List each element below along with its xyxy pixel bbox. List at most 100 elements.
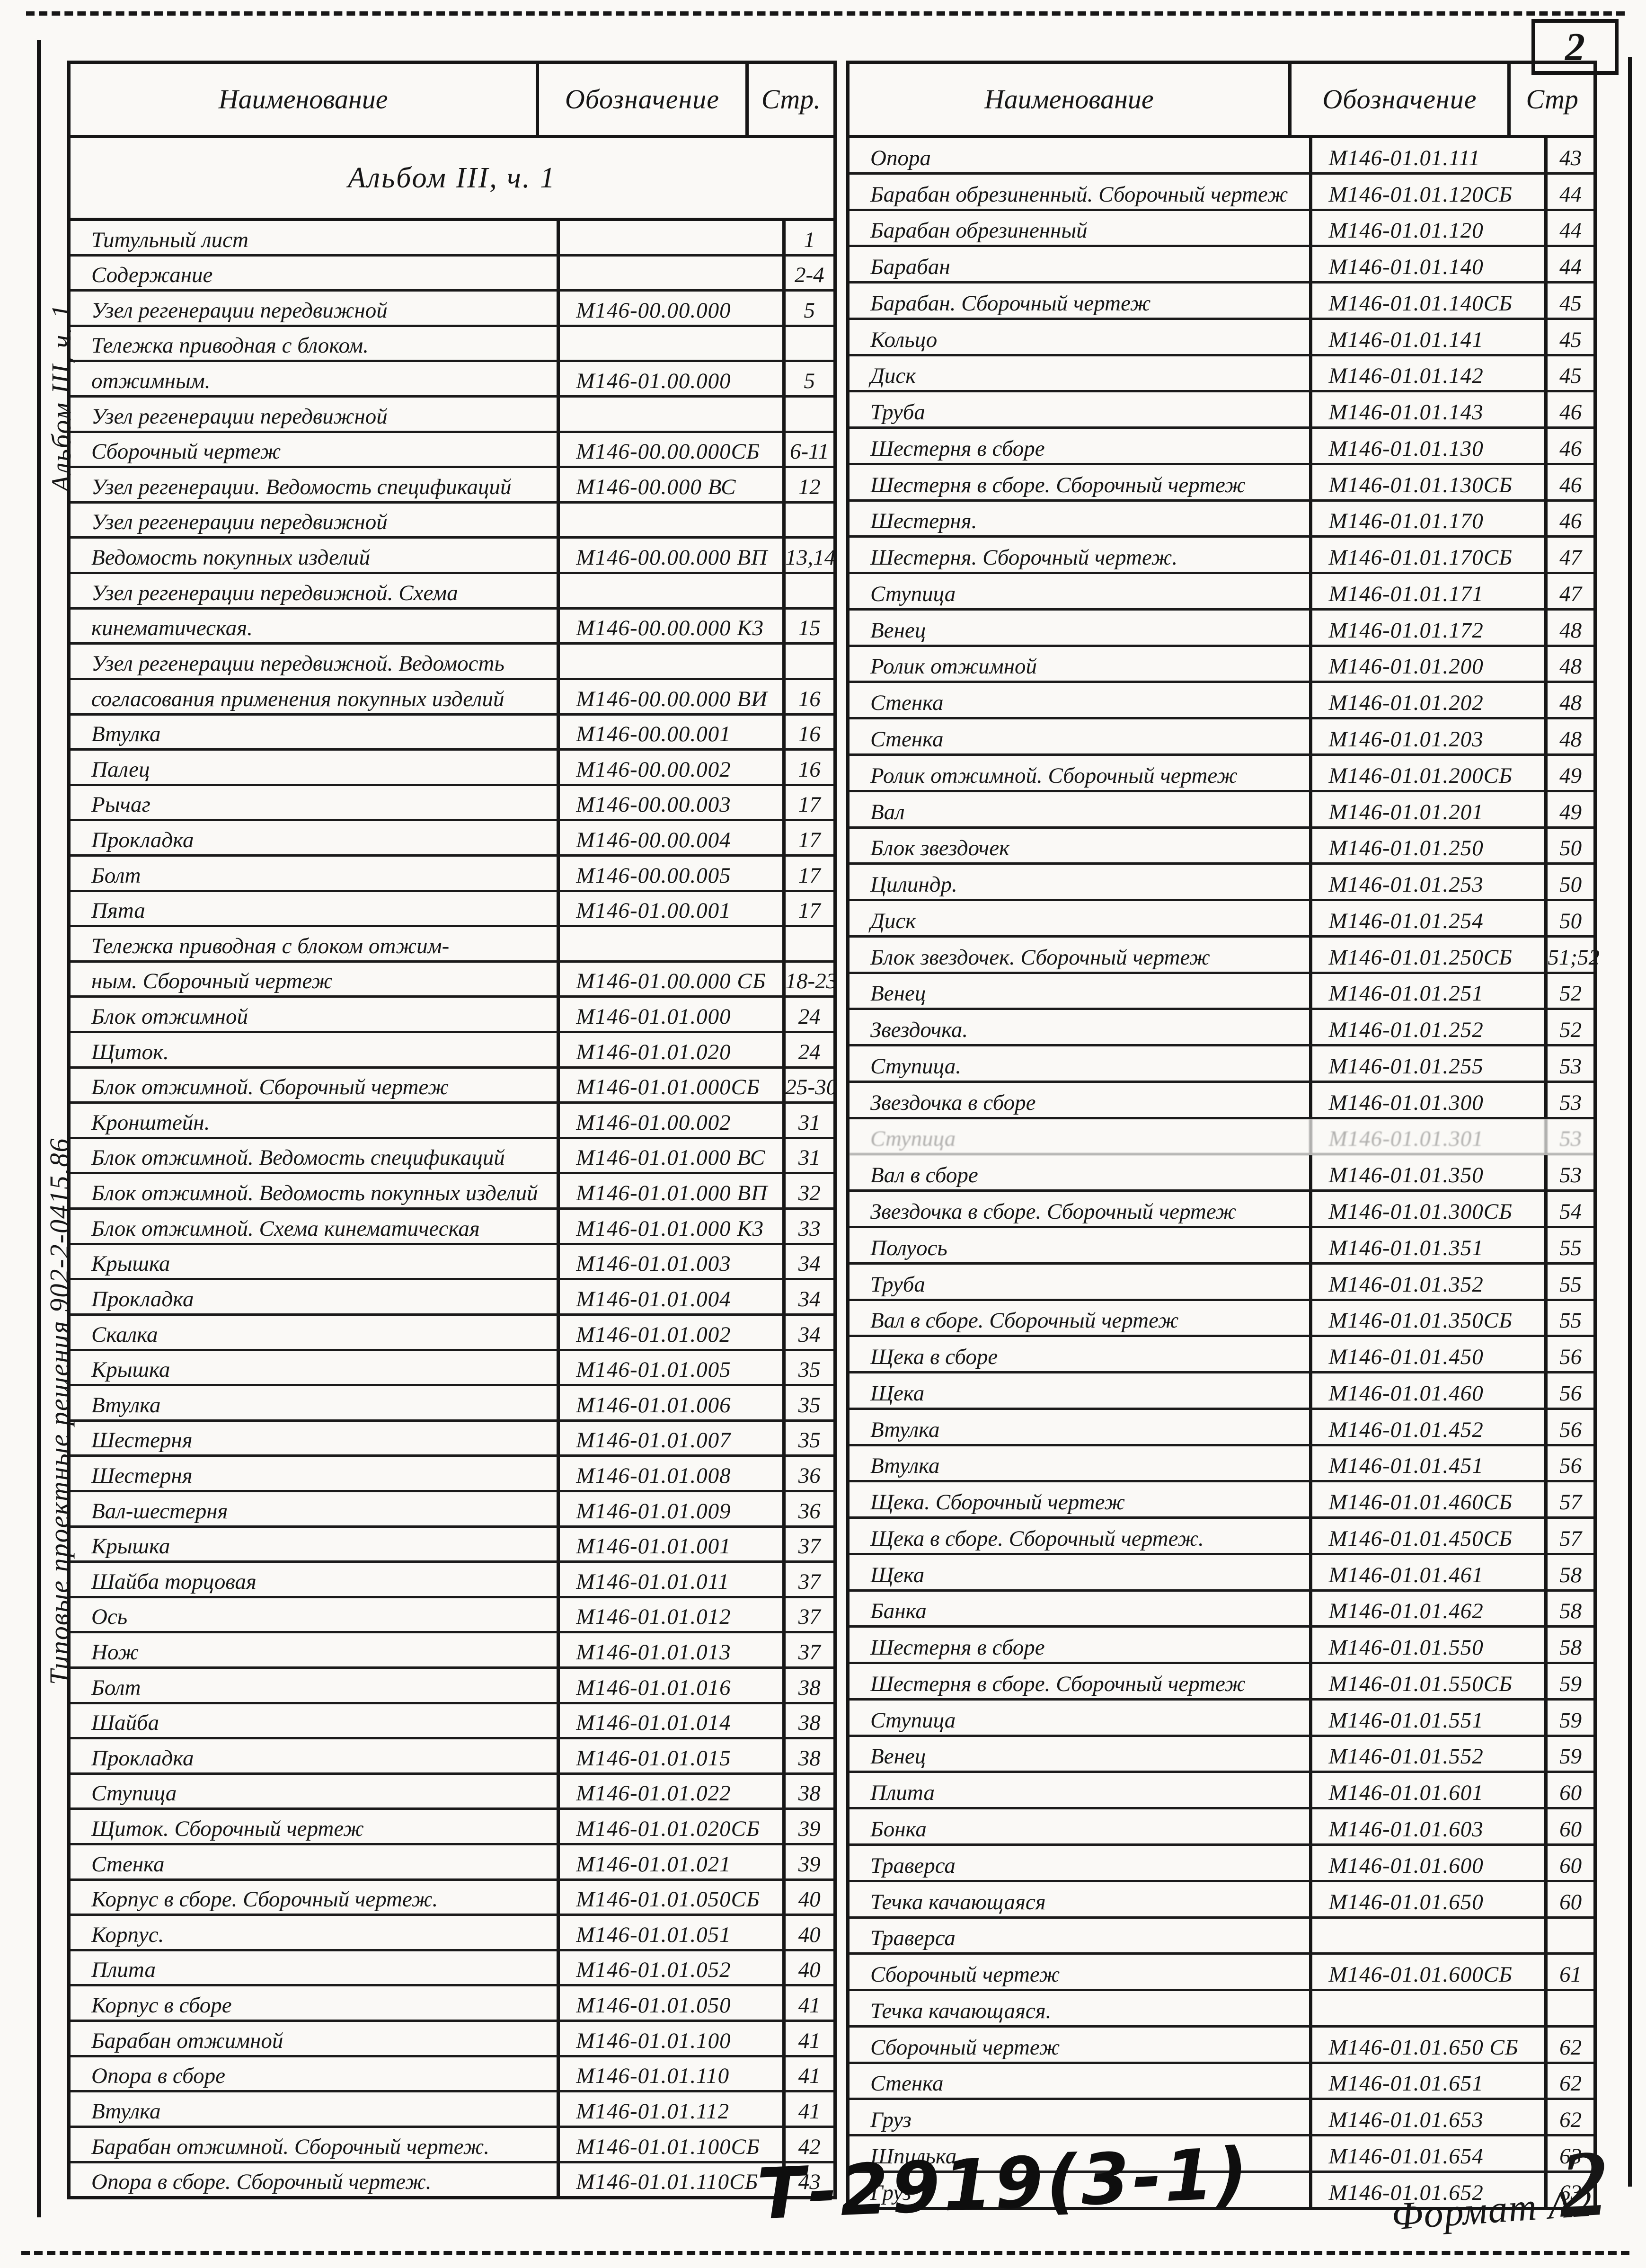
row-designation: М146-01.01.461 [1312, 1555, 1548, 1589]
row-designation: М146-00.000 ВС [560, 468, 786, 501]
table-row: Труба М146-01.01.143 46 [850, 392, 1593, 429]
table-row: Палец М146-00.00.002 16 [71, 751, 833, 786]
row-name: Диск [850, 901, 1313, 935]
row-designation: М146-01.01.009 [560, 1492, 786, 1525]
album-section-title: Альбом III, ч. 1 [71, 138, 833, 221]
table-row: Узел регенерации. Ведомость спецификаций… [71, 468, 833, 504]
row-name: Ведомость покупных изделий [71, 539, 560, 572]
row-page: 58 [1559, 1599, 1582, 1624]
row-page: 48 [1559, 654, 1582, 679]
row-page: 37 [798, 1639, 821, 1665]
row-name: кинематическая. [71, 609, 560, 643]
row-designation: М146-01.01.250СБ [1312, 937, 1548, 972]
row-name: Шестерня. [850, 501, 1313, 536]
table-row: Груз М146-01.01.653 62 [850, 2100, 1593, 2137]
row-page: 46 [1559, 472, 1582, 497]
table-row: Щека. Сборочный чертеж М146-01.01.460СБ … [850, 1482, 1593, 1519]
table-row: Барабан отжимной М146-01.01.100 41 [71, 2022, 833, 2057]
row-page: 49 [1559, 799, 1582, 824]
row-designation [560, 221, 786, 254]
table-row: Рычаг М146-00.00.003 17 [71, 786, 833, 822]
row-designation: М146-01.00.002 [560, 1104, 786, 1137]
table-row: Крышка М146-01.01.003 34 [71, 1245, 833, 1281]
row-designation [560, 645, 786, 678]
table-row: Вал-шестерня М146-01.01.009 36 [71, 1492, 833, 1528]
row-name: Звездочка в сборе. Сборочный чертеж [850, 1192, 1313, 1226]
row-designation [560, 503, 786, 537]
row-name: Ролик отжимной. Сборочный чертеж [850, 756, 1313, 790]
row-name: Шестерня в сборе [850, 1628, 1313, 1662]
row-page: 38 [798, 1781, 821, 1806]
row-designation: М146-01.01.350СБ [1312, 1301, 1548, 1335]
row-designation: М146-01.01.550СБ [1312, 1664, 1548, 1698]
table-header: Наименование Обозначение Стр. [71, 64, 833, 138]
column-header-page: Стр. [761, 84, 821, 115]
table-row: Узел регенерации передвижной. Схема [71, 574, 833, 610]
row-name: Вал в сборе [850, 1155, 1313, 1190]
row-designation: М146-01.01.110СБ [560, 2163, 786, 2197]
table-row: Прокладка М146-00.00.004 17 [71, 821, 833, 857]
row-page: 49 [1559, 763, 1582, 788]
row-designation: М146-01.01.007 [560, 1421, 786, 1455]
row-page: 53 [1559, 1090, 1582, 1115]
right-frame-line [1628, 57, 1632, 2187]
row-designation: М146-01.01.202 [1312, 683, 1548, 718]
row-page: 53 [1559, 1054, 1582, 1079]
table-row: Шестерня в сборе М146-01.01.550 58 [850, 1628, 1593, 1665]
row-page: 17 [798, 898, 821, 923]
row-page: 36 [798, 1463, 821, 1488]
row-name: Болт [71, 856, 560, 890]
row-page: 34 [798, 1286, 821, 1311]
table-row: Ступица. М146-01.01.255 53 [850, 1046, 1593, 1083]
row-page: 60 [1559, 1816, 1582, 1842]
table-row: Бонка М146-01.01.603 60 [850, 1809, 1593, 1846]
table-row: Корпус в сборе М146-01.01.050 41 [71, 1986, 833, 2022]
row-page: 56 [1559, 1345, 1582, 1370]
row-name: Опора в сборе. Сборочный чертеж. [71, 2163, 560, 2197]
row-name: Блок отжимной. Сборочный чертеж [71, 1068, 560, 1102]
row-name: Вал в сборе. Сборочный чертеж [850, 1301, 1313, 1335]
row-name: согласования применения покупных изделий [71, 680, 560, 713]
row-name: Блок звездочек. Сборочный чертеж [850, 937, 1313, 972]
row-designation: М146-01.01.254 [1312, 901, 1548, 935]
table-row: Опора М146-01.01.111 43 [850, 138, 1593, 175]
row-designation: М146-01.01.600 [1312, 1845, 1548, 1880]
row-designation: М146-01.01.600СБ [1312, 1955, 1548, 1989]
row-designation: М146-01.01.130СБ [1312, 465, 1548, 499]
row-designation: М146-01.01.654 [1312, 2136, 1548, 2171]
row-name: Шестерня в сборе [850, 429, 1313, 463]
row-designation: М146-01.01.451 [1312, 1446, 1548, 1480]
row-designation: М146-01.01.352 [1312, 1264, 1548, 1299]
row-designation: М146-01.01.250 [1312, 828, 1548, 863]
row-page: 46 [1559, 400, 1582, 425]
row-designation: М146-00.00.005 [560, 856, 786, 890]
table-row: Стенка М146-01.01.651 62 [850, 2064, 1593, 2100]
table-row: кинематическая. М146-00.00.000 К3 15 [71, 609, 833, 645]
row-designation: М146-01.01.551 [1312, 1700, 1548, 1735]
table-row: Узел регенерации передвижной [71, 503, 833, 539]
table-row: Венец М146-01.01.172 48 [850, 610, 1593, 647]
row-name: Шестерня [71, 1457, 560, 1490]
row-designation: М146-01.01.450СБ [1312, 1519, 1548, 1553]
table-row: Щиток. Сборочный чертеж М146-01.01.020СБ… [71, 1810, 833, 1846]
row-name: Траверса [850, 1845, 1313, 1880]
column-header-name: Наименование [850, 64, 1292, 135]
row-page: 5 [804, 369, 815, 394]
row-page: 17 [798, 792, 821, 817]
row-page: 51;52 [1548, 945, 1600, 970]
row-name: Барабан [850, 247, 1313, 282]
row-page: 35 [798, 1357, 821, 1382]
row-designation: М146-00.00.000 ВИ [560, 680, 786, 713]
row-name: Труба [850, 1264, 1313, 1299]
footer-page-number: 2 [1557, 2130, 1610, 2238]
row-name: Щека в сборе [850, 1337, 1313, 1372]
row-page: 18-23 [785, 969, 838, 994]
row-name: Венец [850, 610, 1313, 645]
table-row: Траверса [850, 1918, 1593, 1955]
row-page: 37 [798, 1569, 821, 1594]
row-name: Опора в сборе [71, 2057, 560, 2091]
row-designation: М146-00.00.000 [560, 292, 786, 325]
row-designation: М146-00.00.000 К3 [560, 609, 786, 643]
row-name: Течка качающаяся. [850, 1991, 1313, 2025]
row-page: 1 [804, 227, 815, 252]
